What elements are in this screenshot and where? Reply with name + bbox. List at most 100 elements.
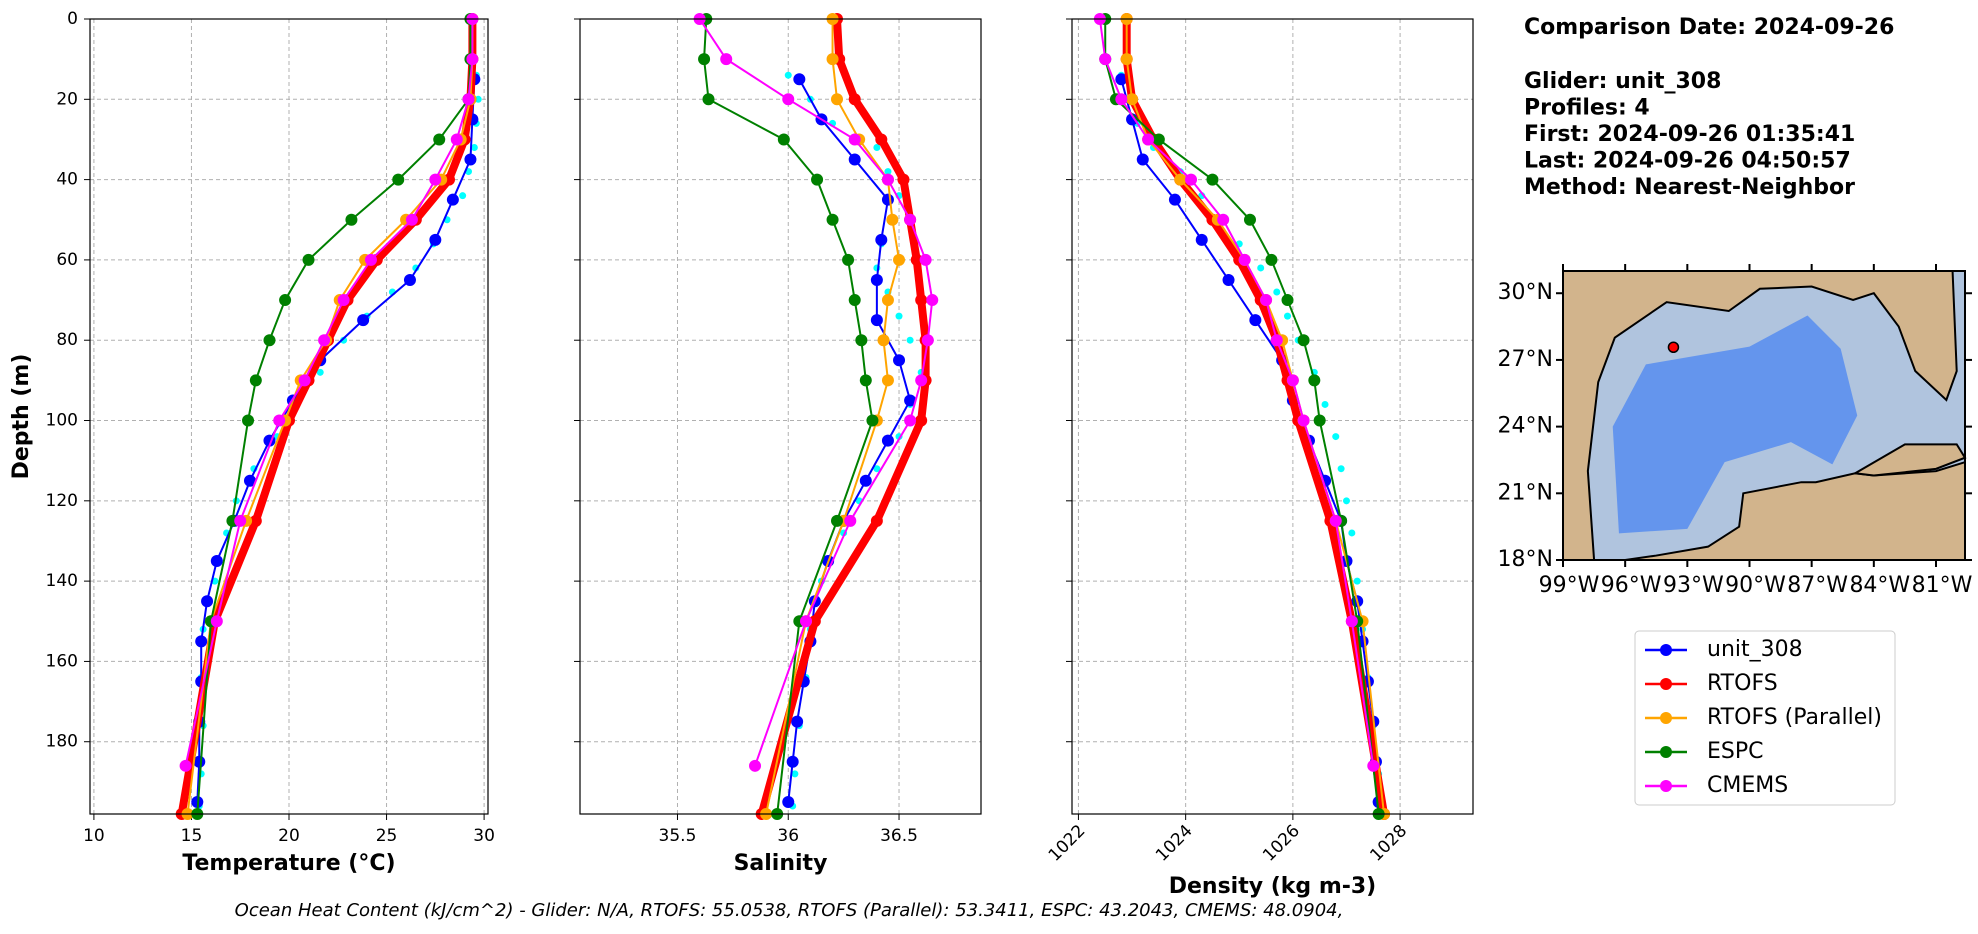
legend-label: CMEMS (1707, 773, 1788, 798)
profile-marker (1265, 253, 1278, 266)
profile-marker (877, 334, 890, 347)
profile-marker (1297, 334, 1310, 347)
axes-frame (89, 18, 489, 815)
raw-point (784, 71, 792, 79)
profile-marker (242, 414, 255, 427)
profile-marker (466, 53, 479, 66)
profile-marker (915, 414, 928, 427)
profile-marker (403, 273, 416, 286)
legend-label: ESPC (1707, 739, 1764, 764)
map-y-tick-label: 30°N (1498, 280, 1553, 305)
profile-marker (808, 615, 821, 628)
profile-marker (904, 394, 917, 407)
profile-marker (1243, 213, 1256, 226)
raw-point (1273, 288, 1281, 296)
profile-marker (249, 514, 262, 527)
profile-marker (392, 173, 405, 186)
profile-marker (859, 474, 872, 487)
profile-marker (910, 253, 923, 266)
profile-line (1098, 18, 1375, 766)
profile-marker (848, 133, 861, 146)
profile-marker (826, 213, 839, 226)
profile-marker (279, 294, 292, 307)
legend-marker (1660, 678, 1672, 690)
profile-marker (826, 53, 839, 66)
profile-marker (433, 133, 446, 146)
profile-marker (429, 173, 442, 186)
y-tick-label: 140 (46, 571, 78, 591)
y-tick-label: 180 (46, 732, 78, 752)
raw-point (791, 770, 799, 778)
profile-marker (791, 715, 804, 728)
x-tick-label: 36.5 (880, 826, 918, 846)
profile-marker (429, 233, 442, 246)
profile-marker (1297, 414, 1310, 427)
profile-line (703, 18, 874, 815)
legend-label: RTOFS (1707, 671, 1778, 696)
profile-marker (870, 273, 883, 286)
legend-label: RTOFS (Parallel) (1707, 705, 1882, 730)
info-line: First: 2024-09-26 01:35:41 (1524, 122, 1855, 147)
x-tick-label: 15 (181, 826, 203, 846)
raw-point (470, 143, 478, 151)
profile-marker (893, 354, 906, 367)
profile-marker (345, 213, 358, 226)
profile-line (1104, 19, 1380, 815)
profile-marker (249, 374, 262, 387)
y-tick-label: 0 (67, 9, 78, 29)
map-y-tick-label: 18°N (1498, 547, 1553, 572)
info-title: Comparison Date: 2024-09-26 (1524, 15, 1894, 40)
raw-point (1284, 312, 1292, 320)
profile-marker (337, 294, 350, 307)
profile-marker (193, 755, 206, 768)
profile-marker (886, 213, 899, 226)
info-line: Last: 2024-09-26 04:50:57 (1524, 149, 1851, 174)
profile-marker (904, 414, 917, 427)
map-y-tick-label: 27°N (1498, 347, 1553, 372)
profile-marker (782, 795, 795, 808)
profile-marker (1217, 213, 1230, 226)
info-line: Glider: unit_308 (1524, 69, 1721, 94)
profile-marker (1260, 294, 1273, 307)
profile-marker (881, 434, 894, 447)
profile-marker (210, 615, 223, 628)
profile-marker (844, 514, 857, 527)
profile-marker (1313, 414, 1326, 427)
info-line: Profiles: 4 (1524, 96, 1650, 121)
raw-point (1353, 577, 1361, 585)
y-tick-label: 60 (56, 250, 78, 270)
profile-marker (1142, 133, 1155, 146)
profile-marker (1222, 273, 1235, 286)
profile-marker (897, 173, 910, 186)
profile-marker (243, 474, 256, 487)
profile-marker (842, 253, 855, 266)
profile-line (757, 18, 930, 816)
profile-marker (357, 314, 370, 327)
raw-point (1332, 433, 1340, 441)
profile-marker (1120, 53, 1133, 66)
profile-marker (881, 193, 894, 206)
profile-marker (859, 374, 872, 387)
profile-marker (201, 595, 214, 608)
profile-marker (848, 294, 861, 307)
raw-point (474, 95, 482, 103)
profile-marker (263, 334, 276, 347)
profile-marker (450, 133, 463, 146)
raw-point (1257, 264, 1265, 272)
profile-marker (881, 294, 894, 307)
profile-marker (720, 53, 733, 66)
profile-marker (830, 514, 843, 527)
profile-marker (462, 93, 475, 106)
y-tick-label: 80 (56, 330, 78, 350)
profile-marker (298, 374, 311, 387)
raw-point (873, 143, 881, 151)
profile-marker (273, 414, 286, 427)
profile-marker (915, 374, 928, 387)
profile-marker (777, 133, 790, 146)
profile-marker (1249, 314, 1262, 327)
profile-marker (793, 73, 806, 86)
map-x-tick-label: 99°W (1539, 573, 1600, 598)
legend-marker (1660, 780, 1672, 792)
x-axis-label: Density (kg m-3) (1169, 874, 1377, 899)
